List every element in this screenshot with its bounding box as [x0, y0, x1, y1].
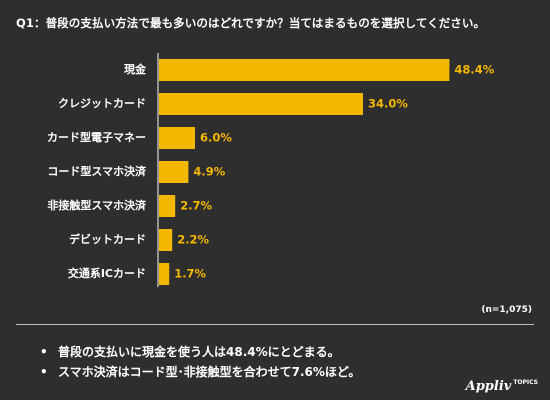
summary-item: • スマホ決済はコード型･非接触型を合わせて7.6%ほど。 — [40, 362, 360, 382]
bar — [159, 229, 173, 251]
bar — [159, 263, 170, 285]
value-label: 2.7% — [180, 199, 212, 213]
category-label: 現金 — [124, 62, 147, 76]
divider — [16, 324, 534, 325]
category-label: カード型電子マネー — [47, 130, 146, 144]
bullet-icon: • — [40, 345, 48, 359]
value-label: 48.4% — [454, 63, 494, 77]
brand-logo: Appliv TOPICS — [466, 379, 538, 394]
summary-item: • 普段の支払いに現金を使う人は48.4%にとどまる。 — [40, 342, 360, 362]
bar — [159, 127, 195, 149]
category-label: クレジットカード — [58, 97, 146, 110]
category-label: コード型スマホ決済 — [47, 164, 147, 178]
value-label: 34.0% — [368, 97, 408, 111]
value-label: 6.0% — [200, 131, 232, 145]
summary-text: 普段の支払いに現金を使う人は48.4%にとどまる。 — [58, 345, 340, 359]
bar-chart: 現金 48.4% クレジットカード 34.0% カード型電子マネー 6.0% コード型スマホ… — [47, 53, 495, 287]
bar — [159, 161, 189, 183]
bar — [159, 93, 363, 115]
summary-list: • 普段の支払いに現金を使う人は48.4%にとどまる。 • スマホ決済はコード型… — [40, 342, 360, 382]
brand-name: Appliv — [465, 379, 512, 394]
category-label: 非接触型スマホ決済 — [47, 198, 147, 212]
bar — [159, 59, 450, 81]
category-label: デビットカード — [69, 232, 146, 246]
question-title: Q1：普段の支払い方法で最も多いのはどれですか？当てはまるものを選択してください… — [16, 16, 486, 30]
category-label: 交通系ICカード — [68, 266, 146, 280]
sample-size-note: (n=1,075) — [481, 305, 532, 315]
value-label: 2.2% — [177, 233, 209, 247]
bar — [159, 195, 176, 217]
brand-sub: TOPICS — [513, 379, 538, 386]
summary-text: スマホ決済はコード型･非接触型を合わせて7.6%ほど。 — [58, 365, 361, 379]
bullet-icon: • — [40, 365, 48, 379]
value-label: 4.9% — [193, 165, 225, 179]
bars-group: 現金 48.4% クレジットカード 34.0% カード型電子マネー 6.0% コード型スマホ… — [47, 59, 495, 285]
value-label: 1.7% — [174, 267, 206, 281]
